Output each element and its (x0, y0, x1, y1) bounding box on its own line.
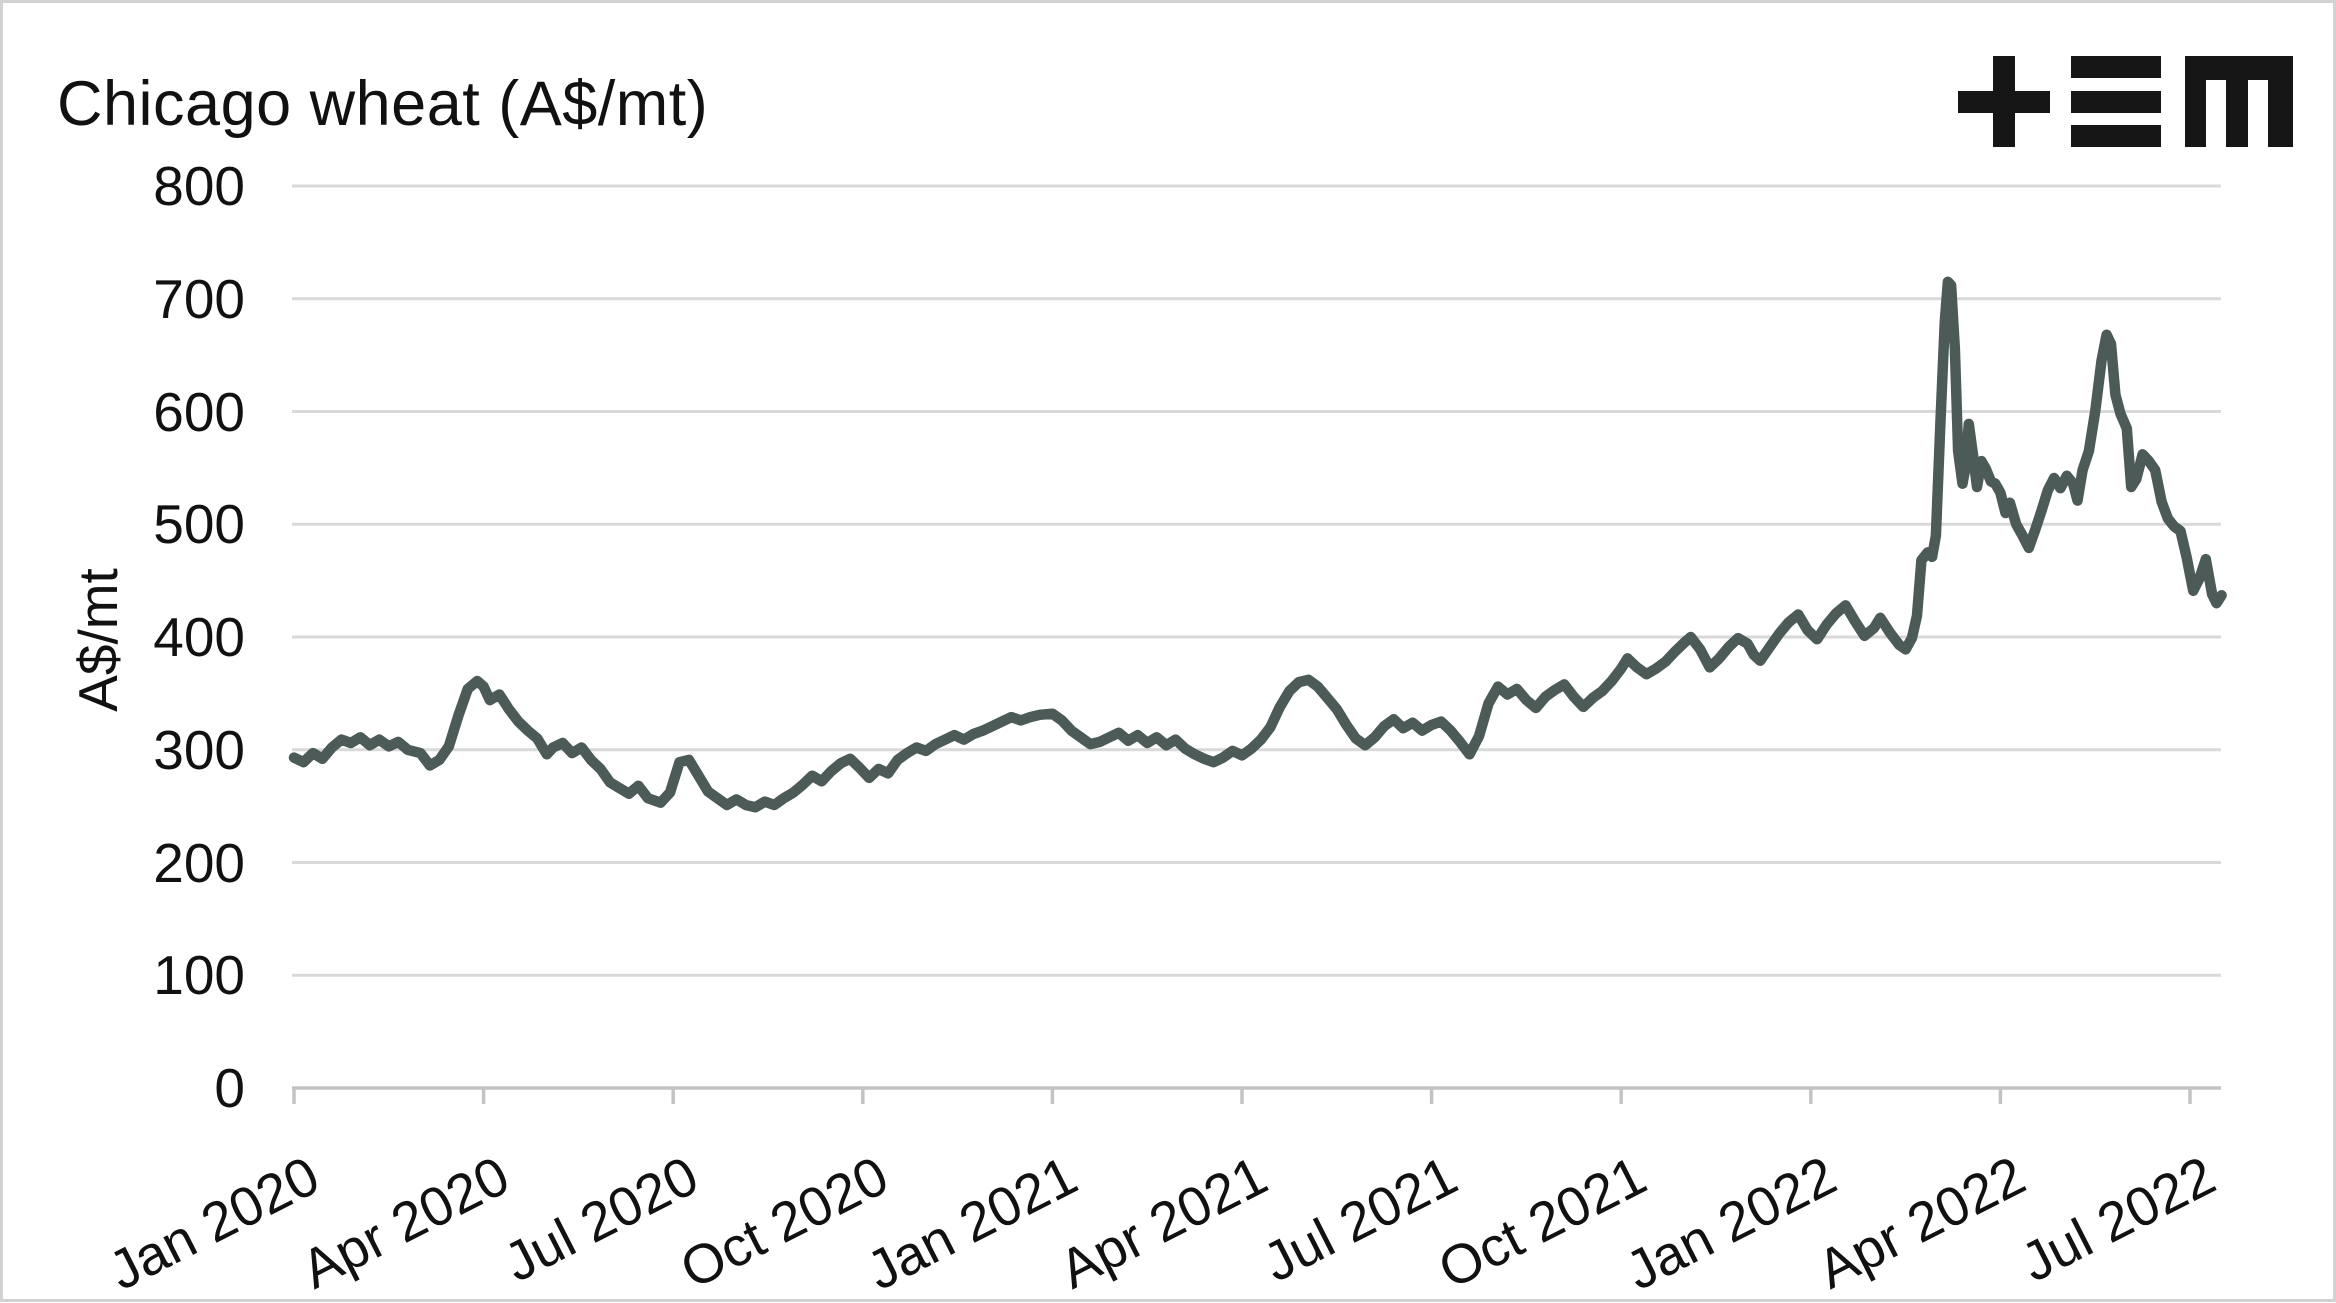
y-axis-tick-label-800: 800 (153, 155, 245, 217)
y-axis-tick-label-100: 100 (153, 944, 245, 1007)
y-axis-tick-label-0: 0 (214, 1057, 245, 1119)
triple-bar-icon (2071, 56, 2161, 147)
chart-title: Chicago wheat (A$/mt) (57, 69, 709, 139)
y-axis-tick-label-300: 300 (153, 718, 245, 781)
y-axis-tick-label-600: 600 (153, 380, 245, 443)
y-axis-tick-label-200: 200 (153, 831, 245, 894)
y-axis-tick-label-700: 700 (153, 267, 245, 330)
tem-logo (1958, 56, 2293, 147)
price-line-series (288, 276, 2227, 813)
block-m-icon (2185, 56, 2293, 147)
y-axis-tick-label-400: 400 (153, 606, 245, 668)
plus-icon (1958, 56, 2050, 147)
y-axis-tick-label-500: 500 (153, 493, 245, 556)
